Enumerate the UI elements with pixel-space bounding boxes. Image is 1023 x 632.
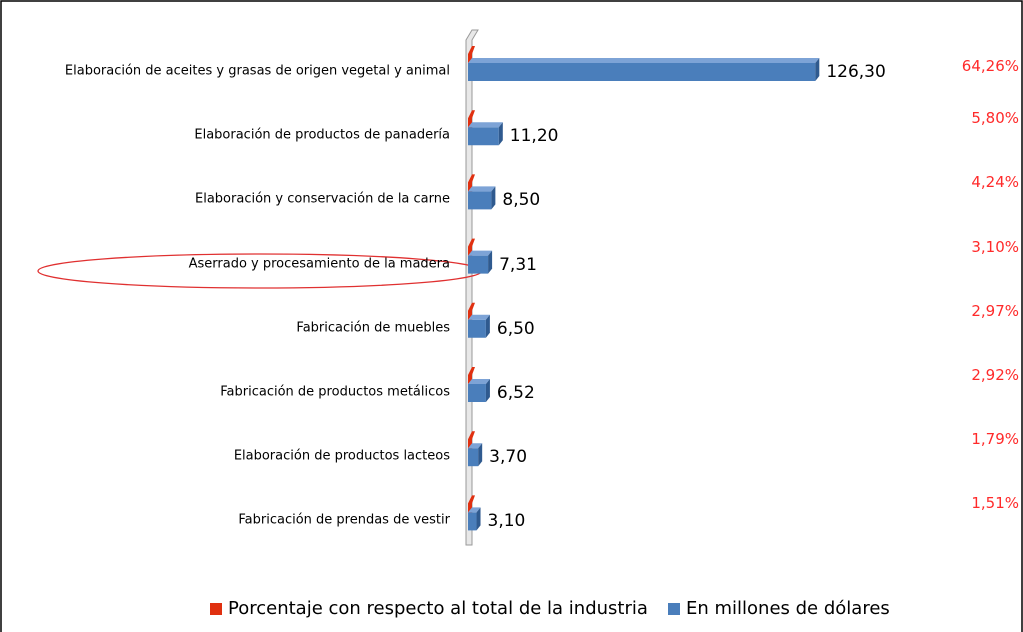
category-label: Aserrado y procesamiento de la madera	[188, 256, 450, 272]
bar-face	[468, 319, 486, 338]
value-label: 8,50	[502, 190, 541, 211]
value-label: 6,52	[496, 383, 535, 403]
legend-entry: Porcentaje con respecto al total de la i…	[210, 598, 648, 619]
bar-face	[498, 122, 503, 146]
legend-swatch	[210, 602, 222, 615]
value-label: 3,10%	[971, 237, 1019, 256]
legend-label: Porcentaje con respecto al total de la i…	[228, 598, 648, 619]
value-label: 1,79%	[971, 430, 1019, 449]
value-label: 5,80%	[971, 109, 1019, 128]
bar	[468, 443, 483, 467]
category-label: Fabricación de muebles	[296, 320, 450, 336]
bar-face	[468, 127, 499, 146]
bar-face	[468, 507, 481, 513]
bar-face	[468, 384, 486, 402]
legend-swatch	[668, 602, 680, 615]
bar	[468, 250, 493, 274]
category-label: Elaboración de productos de panadería	[194, 127, 450, 143]
bar-face	[488, 250, 493, 274]
bar-face	[468, 63, 816, 81]
value-label: 1,51%	[971, 494, 1019, 513]
legend-label: En millones de dólares	[686, 598, 890, 619]
bar	[468, 186, 496, 210]
value-label: 7,31	[499, 254, 537, 275]
category-label: Elaboración de aceites y grasas de orige…	[64, 63, 450, 79]
bar-face	[468, 448, 479, 467]
value-label: 4,24%	[971, 173, 1019, 192]
category-label: Elaboración y conservación de la carne	[195, 191, 450, 207]
category-label: Fabricación de productos metálicos	[220, 384, 450, 400]
value-label: 6,50	[496, 318, 535, 339]
bar-face	[468, 255, 489, 274]
value-label: 11,20	[509, 126, 559, 147]
value-label: 2,97%	[971, 301, 1019, 320]
axis-wall	[465, 29, 479, 546]
bar-face	[468, 250, 493, 256]
bar-face	[476, 507, 481, 531]
bar	[468, 379, 490, 402]
value-label: 3,70	[489, 447, 528, 468]
bar-face	[485, 314, 490, 338]
value-label: 126,30	[826, 62, 886, 82]
category-label: Elaboración de productos lacteos	[233, 448, 450, 464]
bar-face	[815, 58, 820, 81]
bar-face	[485, 379, 490, 402]
bar-face	[468, 379, 490, 384]
bar-face	[468, 186, 496, 192]
bar-face	[468, 314, 490, 320]
bar-face	[491, 186, 496, 210]
bar	[468, 314, 490, 338]
bar-face	[478, 443, 483, 467]
value-label: 2,92%	[971, 366, 1019, 384]
bar-face	[468, 512, 477, 531]
bar	[468, 122, 503, 146]
bar-face	[468, 191, 492, 210]
value-label: 64,26%	[961, 57, 1019, 75]
legend-entry: En millones de dólares	[668, 598, 890, 619]
category-label: Fabricación de prendas de vestir	[238, 512, 450, 528]
bar-face	[468, 58, 820, 63]
bar	[468, 58, 820, 81]
bar-face	[468, 443, 483, 449]
bar-face	[468, 122, 503, 128]
value-label: 3,10	[487, 511, 526, 532]
bar	[468, 507, 481, 531]
